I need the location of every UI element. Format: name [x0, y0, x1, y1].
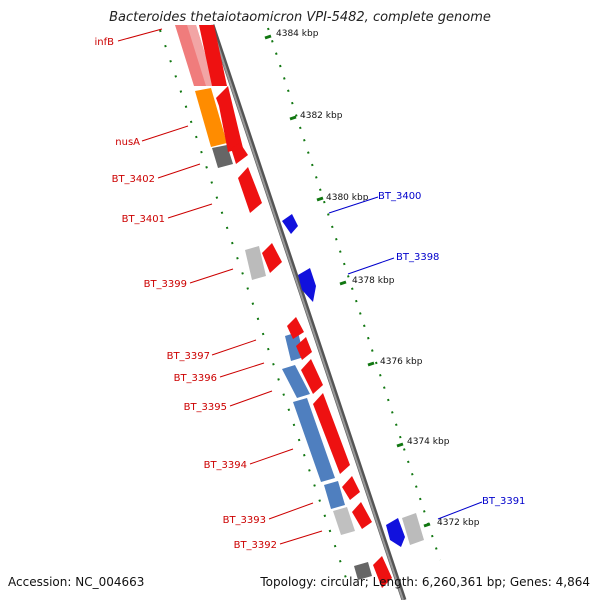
tick-label-4378: 4378 kbp — [352, 276, 395, 286]
fwd-gene-bt3397 — [287, 317, 304, 339]
fwd-gene-bt3394 — [313, 393, 350, 474]
forward-gene-track — [199, 25, 392, 588]
gene-block-bt3391 — [402, 513, 424, 545]
tick-labels: 4384 kbp 4382 kbp 4380 kbp 4378 kbp 4376… — [276, 29, 480, 528]
gene-label-bt3397: BT_3397 — [167, 351, 210, 362]
gene-block-bt3392 — [333, 507, 355, 535]
fwd-gene-bt3399 — [262, 243, 282, 273]
fwd-gene-infb — [199, 25, 227, 86]
fwd-gene-bt3393 — [342, 476, 360, 500]
gene-block-bt3399 — [245, 246, 266, 280]
gene-block-infb-shade — [187, 25, 215, 86]
tick-label-4380: 4380 kbp — [326, 193, 369, 203]
left-label-leaders — [117, 28, 323, 545]
fwd-gene-nusa — [216, 86, 243, 152]
genome-summary-text: Topology: circular; Length: 6,260,361 bp… — [260, 575, 590, 589]
fwd-gene-bt3402 — [231, 143, 248, 164]
tick-label-4382: 4382 kbp — [300, 111, 343, 121]
tick-label-4372: 4372 kbp — [437, 518, 480, 528]
fwd-gene-bt3395 — [301, 359, 323, 394]
gene-label-nusa: nusA — [115, 137, 140, 148]
gene-block-bt3402 — [212, 145, 233, 168]
gene-label-infb: infB — [95, 37, 115, 48]
rev-gene-bt3391 — [386, 518, 405, 547]
gene-label-bt3398: BT_3398 — [396, 252, 439, 263]
backbone — [209, 24, 407, 600]
right-labels: BT_3400 BT_3398 BT_3391 — [378, 191, 525, 507]
tick-label-4384: 4384 kbp — [276, 29, 319, 39]
gene-label-bt3396: BT_3396 — [174, 373, 217, 384]
fwd-gene-bt3392 — [352, 502, 372, 529]
left-labels: infB nusA BT_3402 BT_3401 BT_3399 BT_339… — [95, 37, 278, 551]
rev-gene-bt3400 — [282, 214, 298, 234]
tick-label-4376: 4376 kbp — [380, 357, 423, 367]
tick-marks — [264, 34, 431, 528]
gene-block-bt3395a — [282, 365, 310, 398]
rev-gene-bt3398 — [298, 268, 316, 302]
gene-block-bt3393 — [324, 481, 345, 509]
block-track — [175, 25, 424, 580]
reverse-gene-track — [282, 214, 405, 547]
gene-label-bt3391: BT_3391 — [482, 496, 525, 507]
gene-label-bt3400: BT_3400 — [378, 191, 421, 202]
map-title: Bacteroides thetaiotaomicron VPI-5482, c… — [109, 10, 491, 25]
gene-block-bt3394 — [293, 398, 335, 482]
gene-label-bt3392: BT_3392 — [234, 540, 277, 551]
gene-block-nusa — [195, 88, 227, 147]
fwd-gene-bottom — [373, 556, 392, 588]
gene-label-bt3395: BT_3395 — [184, 402, 227, 413]
gene-label-bt3399: BT_3399 — [144, 279, 187, 290]
gene-label-bt3401: BT_3401 — [122, 214, 165, 225]
gene-label-bt3394: BT_3394 — [204, 460, 247, 471]
right-label-leaders — [328, 196, 483, 520]
gene-label-bt3402: BT_3402 — [112, 174, 155, 185]
gene-label-bt3393: BT_3393 — [223, 515, 266, 526]
gene-block-bt3396 — [285, 332, 304, 361]
gene-block-bottom1 — [354, 562, 372, 580]
tick-label-4374: 4374 kbp — [407, 437, 450, 447]
accession-text: Accession: NC_004663 — [8, 575, 145, 589]
fwd-gene-bt3401 — [238, 167, 262, 213]
fwd-gene-bt3396 — [296, 337, 312, 360]
